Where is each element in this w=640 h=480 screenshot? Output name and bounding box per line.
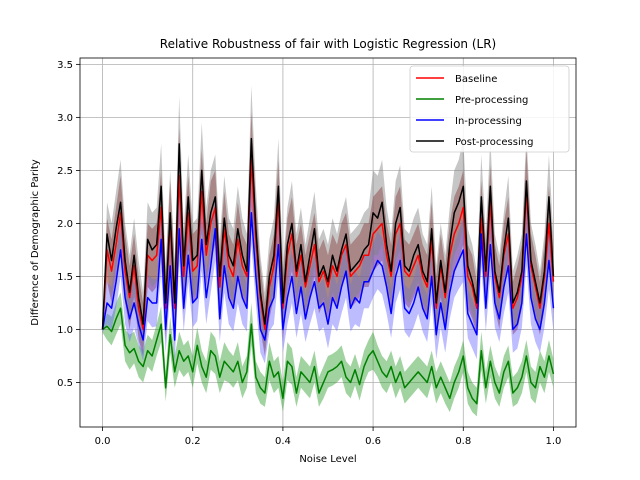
y-tick-label: 3.0 bbox=[57, 113, 73, 124]
legend-label-baseline: Baseline bbox=[455, 74, 497, 85]
pre-processing-line bbox=[102, 307, 555, 405]
x-tick-label: 0.2 bbox=[185, 436, 201, 447]
legend-label-pre-processing: Pre-processing bbox=[455, 95, 528, 106]
x-axis-ticks: 0.0 0.2 0.4 0.6 0.8 1.0 bbox=[95, 427, 562, 447]
x-tick-label: 1.0 bbox=[546, 436, 562, 447]
post-processing-band bbox=[102, 85, 554, 351]
confidence-bands bbox=[102, 85, 554, 417]
y-tick-label: 1.5 bbox=[57, 272, 73, 283]
y-axis-ticks: 0.5 1.0 1.5 2.0 2.5 3.0 3.5 bbox=[57, 60, 80, 389]
series-lines bbox=[101, 137, 555, 405]
y-axis-label: Difference of Demographic Parity bbox=[30, 159, 41, 326]
y-tick-label: 1.0 bbox=[57, 325, 73, 336]
x-tick-label: 0.0 bbox=[95, 436, 111, 447]
y-tick-label: 0.5 bbox=[57, 378, 73, 389]
x-tick-label: 0.6 bbox=[365, 436, 381, 447]
y-tick-label: 2.5 bbox=[57, 166, 73, 177]
legend-label-post-processing: Post-processing bbox=[455, 137, 533, 148]
y-tick-label: 2.0 bbox=[57, 219, 73, 230]
in-processing-band bbox=[102, 181, 554, 364]
pre-processing-band bbox=[102, 292, 554, 417]
post-processing-line bbox=[101, 137, 555, 330]
legend-label-in-processing: In-processing bbox=[455, 116, 522, 127]
y-tick-label: 3.5 bbox=[57, 60, 73, 71]
chart-title: Relative Robustness of fair with Logisti… bbox=[160, 37, 496, 51]
baseline-band bbox=[102, 112, 554, 356]
x-axis-label: Noise Level bbox=[299, 454, 356, 465]
legend: Baseline Pre-processing In-processing Post-… bbox=[409, 65, 570, 153]
legend-frame bbox=[409, 65, 570, 153]
x-tick-label: 0.4 bbox=[275, 436, 291, 447]
in-processing-line bbox=[101, 212, 555, 341]
plot-area-frame bbox=[79, 57, 577, 428]
x-tick-label: 0.8 bbox=[455, 436, 471, 447]
